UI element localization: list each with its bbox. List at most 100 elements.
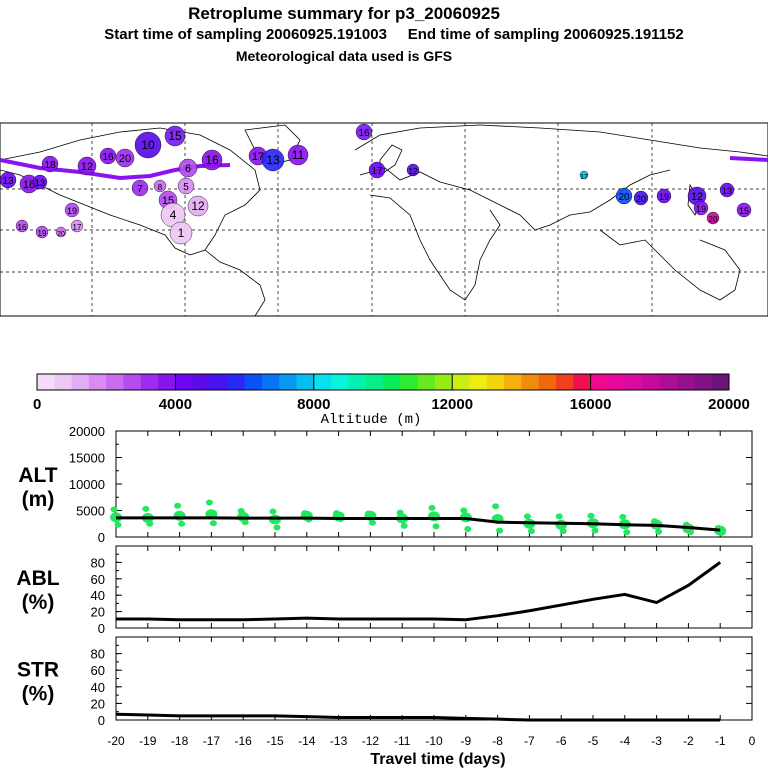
plume-marker-label: 12 [409, 167, 418, 176]
colorbar-swatch [140, 374, 159, 390]
plume-marker [134, 131, 162, 159]
altitude-colorbar: 0 4000 8000 12000 16000 20000 [33, 373, 750, 413]
alt-scatter-point [496, 527, 504, 534]
alt-scatter-point [555, 519, 568, 530]
y-tick-label: 0 [98, 621, 105, 636]
y-tick-label: 40 [91, 588, 105, 603]
panel-label: ALT [18, 464, 57, 487]
plume-marker [656, 188, 672, 204]
colorbar-tick-label: 16000 [570, 396, 612, 413]
y-tick-label: 10000 [69, 477, 105, 492]
panel-label: ABL [16, 567, 59, 590]
alt-scatter-point [587, 512, 595, 519]
alt-scatter-point [555, 513, 563, 520]
series-line [116, 516, 721, 532]
x-tick-label: -9 [460, 734, 471, 748]
plume-marker-label: 13 [2, 176, 14, 187]
plume-marker [153, 179, 167, 193]
colorbar-tick-label: 0 [33, 396, 41, 413]
plume-marker [35, 225, 49, 239]
plume-marker-label: 1 [178, 226, 185, 240]
plume-marker [0, 171, 17, 189]
alt-scatter-point [269, 508, 277, 515]
alt-scatter-point [178, 520, 186, 527]
y-tick-label: 80 [91, 647, 105, 662]
x-tick-label: -2 [683, 734, 694, 748]
y-tick-label: 80 [91, 555, 105, 570]
alt-scatter-point [591, 527, 599, 534]
colorbar-swatch [694, 374, 713, 390]
panel-unit-label: (m) [22, 488, 55, 511]
colorbar-swatch [573, 374, 592, 390]
alt-scatter-point [619, 513, 627, 520]
plume-marker [131, 179, 149, 197]
plume-marker [706, 211, 720, 225]
x-tick-label: -20 [107, 734, 125, 748]
alt-scatter-point [559, 528, 567, 535]
colorbar-swatch [400, 374, 419, 390]
series-line [115, 712, 721, 722]
x-tick-label: -19 [139, 734, 157, 748]
colorbar-swatch [590, 374, 609, 390]
x-tick-label: -17 [203, 734, 221, 748]
plume-marker-label: 7 [137, 184, 143, 195]
colorbar-swatch [504, 374, 522, 390]
y-tick-label: 20000 [69, 424, 105, 439]
colorbar-swatch [642, 374, 661, 390]
colorbar-swatch [175, 374, 194, 390]
colorbar-tick-label: 8000 [297, 396, 330, 413]
plume-marker [201, 149, 223, 171]
plume-marker-label: 8 [158, 183, 163, 192]
plume-marker-label: 19 [696, 204, 706, 214]
alt-scatter-point [432, 523, 440, 530]
panel-unit-label: (%) [22, 683, 55, 706]
plume-marker-label: 13 [35, 178, 45, 188]
plume-marker-label: 16 [102, 152, 114, 163]
alt-scatter-point [368, 519, 376, 526]
alt-scatter-point [142, 505, 150, 512]
alt-scatter-point [718, 529, 726, 536]
x-tick-label: -10 [425, 734, 443, 748]
plume-marker [178, 158, 198, 178]
y-tick-label: 0 [98, 530, 105, 545]
colorbar-swatch [538, 374, 557, 390]
colorbar-swatch [261, 374, 280, 390]
colorbar-swatch [227, 374, 246, 390]
plume-marker-label: 6 [185, 163, 191, 175]
plume-marker-label: 18 [44, 160, 56, 171]
colorbar-swatch [88, 374, 107, 390]
x-tick-label: -4 [619, 734, 630, 748]
colorbar-label: Altitude (m) [321, 412, 422, 428]
colorbar-swatch [417, 374, 436, 390]
y-tick-label: 20 [91, 605, 105, 620]
colorbar-swatch [625, 374, 643, 390]
colorbar-swatch [607, 374, 626, 390]
colorbar-swatch [296, 374, 315, 390]
alt-scatter-point [460, 507, 468, 514]
colorbar-swatch [331, 374, 349, 390]
colorbar-swatch [210, 374, 228, 390]
plume-marker-label: 15 [739, 206, 749, 216]
plume-marker-label: 20 [636, 194, 646, 204]
map-frame [0, 122, 768, 317]
plume-trajectory [729, 156, 768, 162]
colorbar-swatch [71, 374, 90, 390]
chart-title: Retroplume summary for p3_20060925 [188, 4, 500, 23]
plume-marker-label: 20 [119, 153, 131, 165]
x-tick-label: -13 [330, 734, 348, 748]
plume-marker [261, 148, 285, 172]
panel-unit-label: (%) [22, 591, 55, 614]
plume-marker [164, 125, 186, 147]
y-tick-label: 40 [91, 680, 105, 695]
colorbar-swatch [556, 374, 574, 390]
plume-marker-label: 17 [252, 151, 264, 163]
alt-scatter-point [527, 528, 535, 535]
alt-scatter-point [464, 526, 472, 533]
alt-scatter-point [273, 524, 281, 531]
plume-marker-label: 17 [580, 174, 588, 181]
colorbar-swatch [452, 374, 470, 390]
x-tick-label: -1 [715, 734, 726, 748]
plume-marker-label: 19 [38, 229, 47, 238]
